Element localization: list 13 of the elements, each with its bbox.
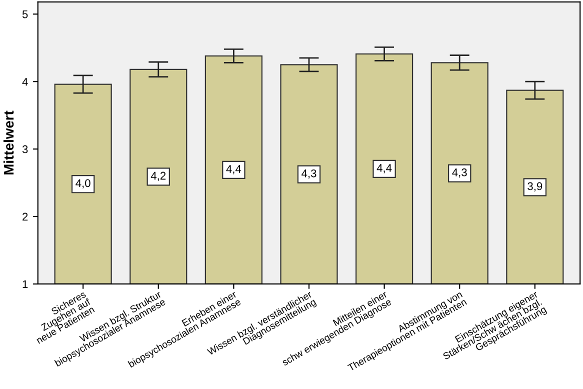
data-label: 3,9 [528,182,542,192]
data-label: 4,4 [226,165,242,174]
data-label: 4,0 [76,179,90,188]
data-label: 4,3 [452,168,467,178]
y-tick-label: 1 [22,280,28,288]
y-tick-label: 2 [22,212,28,221]
y-tick-label: 3 [22,145,28,154]
y-tick-label: 4 [22,78,28,86]
y-axis-title: Mittelwert [3,110,14,174]
data-label: 4,3 [302,169,316,179]
data-label: 4,4 [376,164,392,174]
data-label: 4,2 [150,172,166,181]
y-tick-label: 5 [22,10,28,18]
